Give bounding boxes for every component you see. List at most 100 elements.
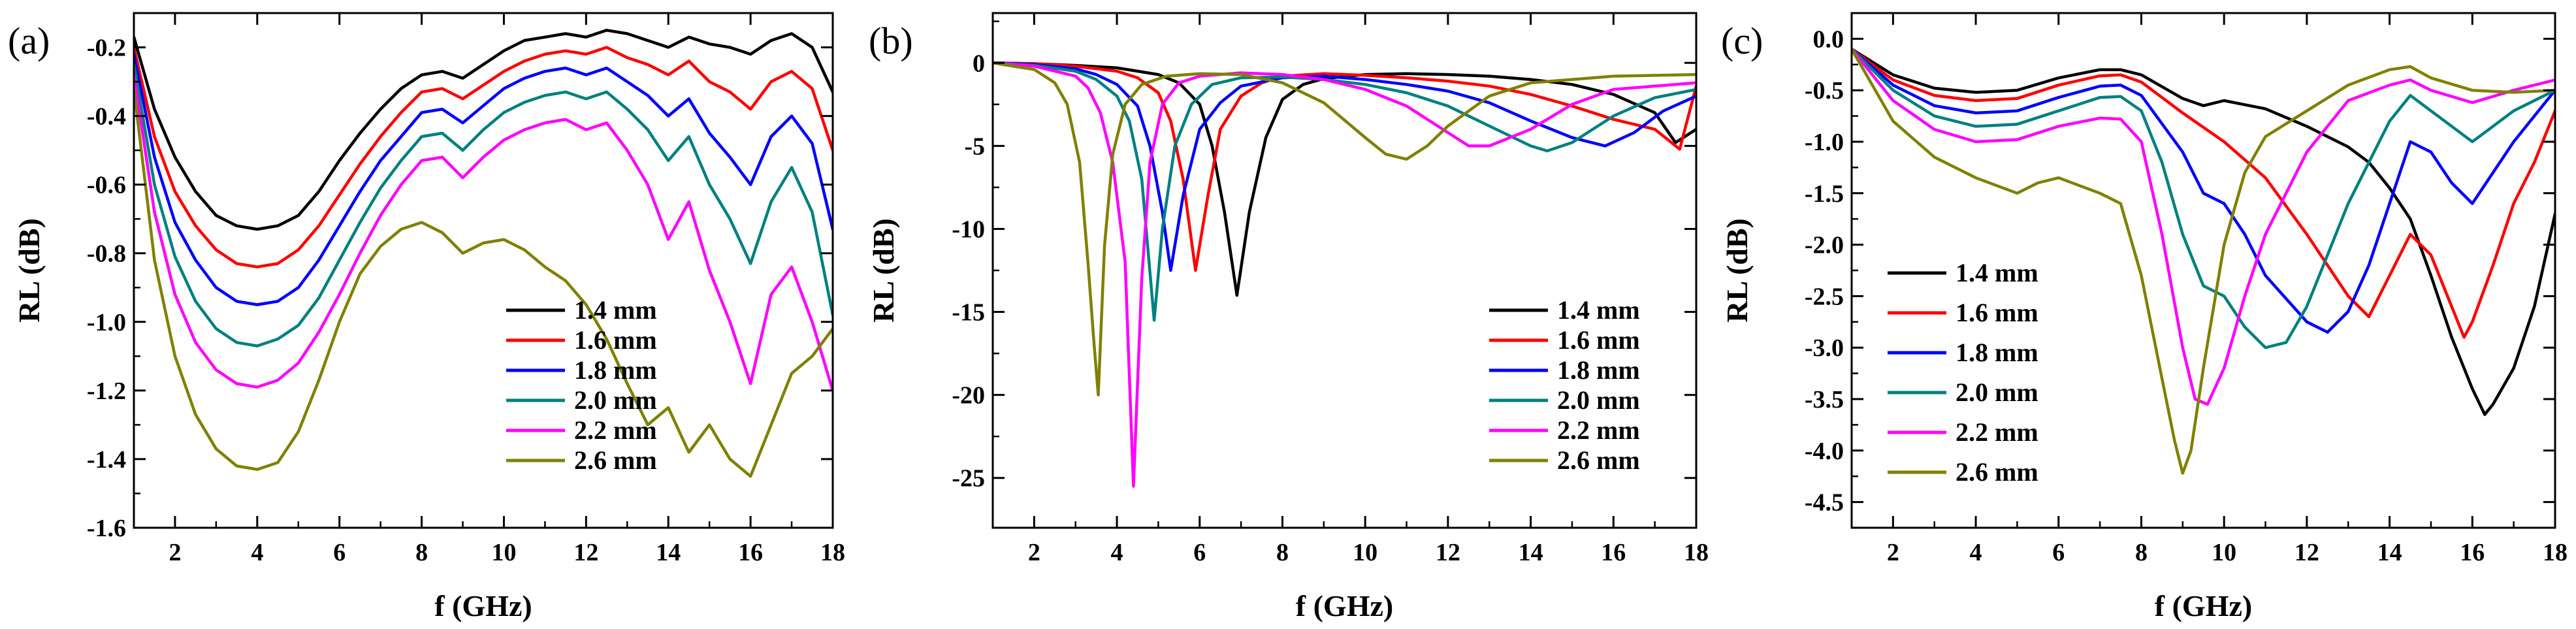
x-tick-label: 8	[2135, 539, 2148, 566]
x-axis-title: f (GHz)	[1296, 589, 1393, 622]
x-tick-label: 14	[656, 539, 681, 566]
legend-label: 1.8 mm	[574, 355, 657, 385]
series-line-1-6-mm	[993, 61, 1696, 272]
y-tick-label: -20	[952, 382, 985, 410]
y-tick-label: -0.2	[87, 35, 126, 62]
x-tick-label: 12	[1436, 539, 1460, 566]
y-tick-label: -1.2	[87, 378, 126, 405]
y-tick-label: -0.4	[87, 103, 126, 131]
x-tick-label: 16	[2460, 539, 2485, 566]
series-line-1-4-mm	[134, 29, 833, 231]
y-axis-title: RL (dB)	[12, 218, 46, 323]
y-tick-label: -3.0	[1805, 334, 1844, 362]
x-tick-label: 16	[1601, 539, 1626, 566]
legend-label: 2.6 mm	[1557, 445, 1640, 475]
series-line-1-8-mm	[134, 52, 833, 306]
series-line-2-0-mm	[1852, 47, 2555, 349]
series-group	[1852, 47, 2555, 475]
series-line-2-2-mm	[993, 61, 1696, 488]
y-tick-label: 0.0	[1813, 25, 1844, 53]
panel-2: 2 4 6 8 10 12 14 16 18 -25 -20 -15 -10 -5 0 f (GHz) RL (…	[867, 12, 1709, 622]
series-line-2-6-mm	[1852, 47, 2555, 475]
series-group	[993, 61, 1696, 488]
legend-label: 2.0 mm	[1557, 385, 1640, 415]
x-tick-label: 6	[2052, 539, 2065, 566]
legend-label: 1.6 mm	[1956, 298, 2038, 327]
x-tick-label: 4	[1111, 539, 1123, 566]
series-line-1-4-mm	[993, 61, 1696, 297]
legend-label: 2.0 mm	[1956, 378, 2038, 407]
y-tick-label: -10	[952, 216, 985, 243]
y-tick-label: -1.5	[1805, 180, 1844, 208]
series-line-1-4-mm	[1852, 47, 2555, 416]
y-tick-label: 0	[973, 50, 985, 77]
y-tick-label: -3.5	[1805, 386, 1844, 413]
y-tick-label: -1.6	[87, 515, 126, 542]
series-group	[134, 29, 833, 478]
x-tick-label: 14	[1519, 539, 1543, 566]
y-tick-label: -0.8	[87, 240, 126, 268]
series-line-1-6-mm	[134, 46, 833, 268]
legend-label: 1.6 mm	[1557, 325, 1640, 355]
legend-label: 2.2 mm	[1956, 417, 2038, 447]
x-tick-label: 18	[2543, 539, 2568, 566]
series-line-1-8-mm	[993, 61, 1696, 272]
legend-label: 2.6 mm	[574, 445, 657, 475]
panel-3: 2 4 6 8 10 12 14 16 18 -4.5 -4.0 -3.5 -3.0 -2.5 -2.0 -1…	[1720, 12, 2568, 622]
x-tick-label: 10	[1353, 539, 1377, 566]
x-tick-label: 4	[1970, 539, 1982, 566]
series-line-1-8-mm	[1852, 47, 2555, 334]
y-tick-label: -2.0	[1805, 232, 1844, 259]
panel-label: (a)	[8, 20, 50, 62]
x-tick-label: 14	[2377, 539, 2402, 566]
series-line-2-6-mm	[134, 87, 833, 478]
x-tick-label: 18	[1684, 539, 1709, 566]
y-tick-label: -0.5	[1805, 77, 1844, 105]
y-tick-label: -1.0	[87, 309, 126, 336]
x-tick-label: 4	[251, 539, 263, 566]
y-tick-label: -15	[952, 299, 985, 327]
series-line-1-6-mm	[1852, 47, 2555, 339]
series-line-2-0-mm	[993, 61, 1696, 322]
y-tick-label: -5	[964, 133, 985, 160]
legend-label: 2.2 mm	[1557, 415, 1640, 445]
legend-label: 1.4 mm	[1557, 295, 1640, 325]
legend: 1.4 mm 1.6 mm 1.8 mm 2.0 mm 2.2 mm 2.6 mm	[1888, 258, 2038, 487]
legend-label: 2.2 mm	[574, 415, 657, 445]
x-tick-label: 2	[1887, 539, 1899, 566]
series-line-2-2-mm	[1852, 47, 2555, 406]
x-tick-label: 16	[738, 539, 763, 566]
series-line-2-2-mm	[134, 73, 833, 393]
panel-label: (b)	[869, 20, 913, 62]
x-tick-label: 2	[1028, 539, 1040, 566]
legend-label: 1.6 mm	[574, 325, 657, 355]
panel-1: 2 4 6 8 10 12 14 16 18 -1.6 -1.4 -1.2 -1.0 -0.8 -0.6 -0…	[8, 12, 845, 622]
x-tick-label: 12	[573, 539, 598, 566]
legend-label: 1.8 mm	[1956, 338, 2038, 367]
y-tick-label: -2.5	[1805, 283, 1844, 310]
legend-label: 2.0 mm	[574, 385, 657, 415]
x-tick-label: 12	[2294, 539, 2319, 566]
legend-label: 1.4 mm	[1956, 258, 2038, 287]
x-tick-label: 10	[2212, 539, 2236, 566]
legend-label: 1.8 mm	[1557, 355, 1640, 385]
legend-label: 1.4 mm	[574, 295, 657, 325]
y-tick-label: -0.6	[87, 172, 126, 199]
legend: 1.4 mm1.6 mm1.8 mm2.0 mm2.2 mm2.6 mm	[1489, 295, 1640, 475]
x-tick-label: 6	[333, 539, 346, 566]
y-axis-title: RL (dB)	[1720, 218, 1754, 323]
legend-label: 2.6 mm	[1956, 457, 2038, 487]
y-tick-label: -4.5	[1805, 489, 1844, 517]
y-tick-label: -1.4	[87, 446, 126, 474]
legend: 1.4 mm1.6 mm1.8 mm2.0 mm2.2 mm2.6 mm	[506, 295, 657, 475]
x-axis-title: f (GHz)	[2155, 589, 2252, 622]
x-tick-label: 18	[820, 539, 845, 566]
x-axis-title: f (GHz)	[434, 589, 532, 622]
y-tick-label: -4.0	[1805, 438, 1844, 465]
panel-label: (c)	[1721, 20, 1763, 62]
x-tick-label: 8	[415, 539, 428, 566]
series-line-2-6-mm	[993, 61, 1696, 396]
x-tick-label: 2	[169, 539, 181, 566]
x-tick-label: 10	[491, 539, 516, 566]
